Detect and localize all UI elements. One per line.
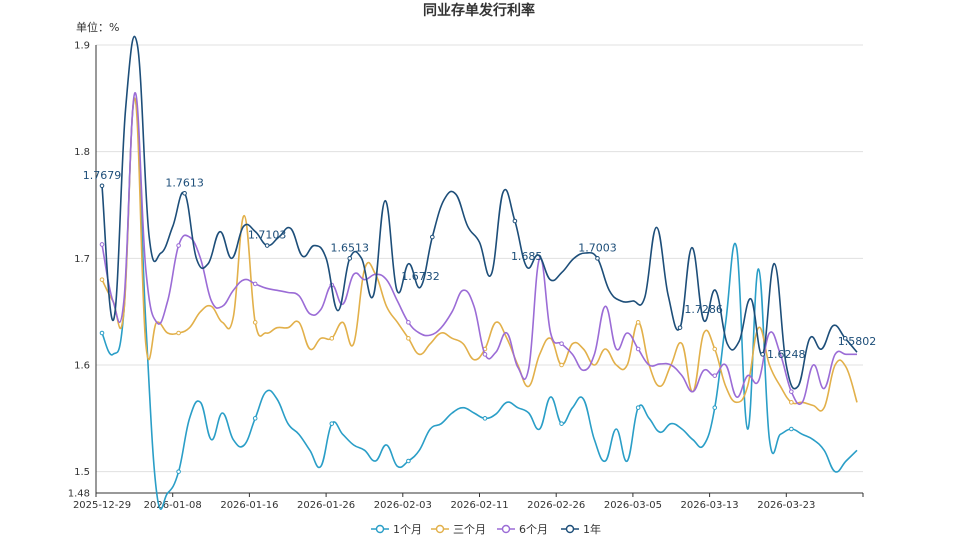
x-axis: 2025-12-29 2026-01-08 2026-01-16 2026-01-26… [73, 492, 864, 511]
data-point [635, 320, 641, 325]
data-point [406, 320, 411, 325]
data-point [99, 242, 105, 247]
data-point [712, 405, 718, 410]
data-point [635, 346, 641, 352]
x-tick-label: 2026-02-26 [527, 500, 585, 511]
x-tick-label: 2026-03-05 [604, 500, 662, 511]
y-tick-label: 1.7 [74, 254, 90, 265]
data-point [789, 400, 794, 405]
legend-item[interactable]: 三个月 [431, 523, 486, 536]
series-2 [99, 97, 858, 412]
chart-title: 同业存单发行利率 [423, 2, 535, 19]
data-label: 1.7613 [165, 176, 204, 189]
data-label: 1.6732 [401, 270, 440, 283]
x-tick-label: 2026-03-13 [681, 500, 739, 511]
data-point [712, 346, 718, 352]
data-label: 1.7003 [578, 241, 617, 254]
x-tick-label: 2026-01-16 [220, 500, 278, 511]
data-point [559, 341, 564, 346]
data-point [264, 243, 270, 248]
y-axis: 1.48 1.5 1.6 1.7 1.8 1.9 [68, 41, 97, 500]
data-point [482, 352, 488, 357]
legend-item[interactable]: 6个月 [497, 523, 548, 536]
legend-item[interactable]: 1年 [561, 522, 601, 536]
legend[interactable]: 1个月 三个月 6个月 1年 [371, 522, 601, 536]
data-point [252, 416, 258, 421]
legend-label: 1年 [583, 522, 601, 536]
data-point [789, 426, 794, 432]
x-tick-label: 2026-01-08 [144, 500, 202, 511]
series-line [101, 97, 858, 412]
data-point [329, 421, 335, 426]
legend-label: 三个月 [453, 523, 486, 536]
data-point [760, 352, 765, 357]
y-tick-label: 1.5 [74, 467, 90, 478]
y-tick-label: 1.48 [68, 489, 90, 500]
unit-label: 单位：% [76, 20, 119, 34]
data-label: 1.685 [511, 250, 543, 263]
series-line [101, 35, 858, 390]
y-tick-label: 1.9 [74, 41, 90, 52]
legend-marker-icon [501, 524, 511, 534]
data-point [842, 336, 848, 341]
x-tick-label: 2026-03-23 [757, 500, 815, 511]
data-point [595, 256, 600, 261]
x-tick-label: 2026-01-26 [297, 500, 355, 511]
data-point [512, 218, 518, 224]
plot-area [99, 35, 858, 510]
data-label: 1.6513 [330, 241, 369, 254]
data-point [406, 458, 411, 464]
data-point [406, 336, 411, 341]
legend-item[interactable]: 1个月 [371, 523, 422, 536]
data-point [677, 325, 683, 330]
legend-marker-icon [435, 524, 445, 534]
data-point [482, 416, 488, 421]
data-point [559, 421, 564, 426]
legend-marker-icon [375, 524, 385, 534]
legend-marker-icon [565, 524, 575, 534]
data-point [99, 277, 105, 282]
legend-label: 6个月 [519, 523, 548, 536]
data-label: 1.7679 [83, 169, 122, 182]
data-point [99, 183, 105, 189]
series-1 [99, 97, 858, 510]
data-label: 1.5802 [838, 335, 877, 348]
x-tick-label: 2026-02-11 [450, 500, 508, 511]
data-point [712, 373, 718, 378]
data-point [789, 389, 794, 394]
grid-lines [96, 44, 863, 494]
data-point [252, 320, 258, 325]
data-point [176, 243, 181, 248]
data-labels: 1.7679 1.7613 1.7103 1.6513 1.6732 1.685 1.700… [83, 169, 877, 361]
data-point [329, 336, 335, 341]
data-label: 1.6248 [767, 348, 806, 361]
x-tick-label: 2025-12-29 [73, 500, 131, 511]
x-tick-label: 2026-02-03 [374, 500, 432, 511]
y-tick-label: 1.8 [74, 147, 90, 158]
series-4 [99, 35, 858, 390]
data-label: 1.7103 [248, 229, 287, 242]
data-point [635, 405, 641, 410]
data-point [347, 256, 353, 261]
data-point [252, 281, 258, 287]
data-point [176, 469, 181, 474]
series-line [101, 97, 858, 510]
data-point [559, 362, 564, 368]
data-label: 1.7286 [684, 303, 723, 316]
data-point [182, 190, 187, 196]
data-point [430, 234, 435, 240]
series-line [101, 92, 857, 406]
data-point [99, 330, 105, 336]
y-tick-label: 1.6 [74, 361, 90, 372]
data-point [176, 330, 181, 336]
legend-label: 1个月 [393, 523, 422, 536]
